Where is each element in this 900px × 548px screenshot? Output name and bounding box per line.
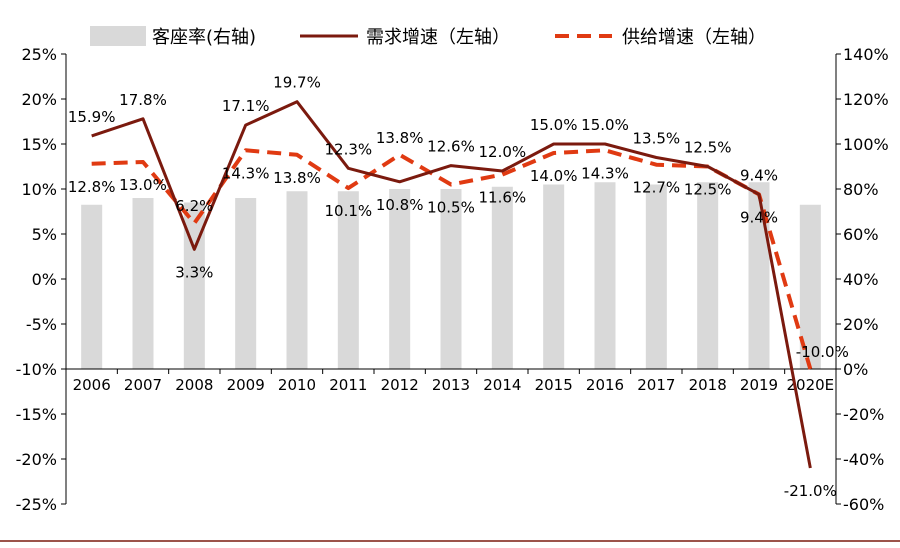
axes: 25% 20% 15% 10% 5% 0% -5% -10% -15% -20% -25% 140% 1… (16, 45, 889, 514)
category-label: 2013 (432, 376, 470, 394)
data-labels: 15.9%17.8%3.3%17.1%19.7%12.3%10.8%12.6% 1… (68, 74, 849, 500)
left-tick-label: -5% (26, 315, 57, 334)
bar-2018 (697, 182, 719, 369)
category-label: 2014 (483, 376, 521, 394)
category-label: 2017 (637, 376, 675, 394)
supply-data-label: 10.1% (325, 202, 373, 220)
supply-data-label: 14.0% (530, 167, 578, 185)
bar-2011 (337, 191, 359, 369)
legend-label-supply: 供给增速（左轴） (622, 27, 766, 48)
bar-2014 (491, 186, 513, 369)
supply-data-label: 9.4% (740, 208, 778, 226)
demand-data-label: 3.3% (175, 263, 213, 281)
category-label: 2009 (227, 376, 265, 394)
demand-data-label: 15.0% (581, 116, 629, 134)
right-tick-label: 60% (843, 225, 879, 244)
supply-data-label: 13.8% (376, 129, 424, 147)
demand-data-label: 13.5% (633, 130, 681, 148)
right-tick-label: -20% (843, 405, 884, 424)
left-tick-label: 20% (21, 90, 57, 109)
supply-data-label: 12.7% (633, 179, 681, 197)
right-tick-label: 100% (843, 135, 889, 154)
category-label: 2016 (586, 376, 624, 394)
supply-data-label: 11.6% (479, 189, 527, 207)
left-tick-label: 10% (21, 180, 57, 199)
demand-data-label: 9.4% (740, 166, 778, 184)
demand-data-label: 19.7% (273, 74, 321, 92)
bar-2016 (594, 182, 616, 369)
supply-data-label: 13.8% (273, 169, 321, 187)
demand-data-label: 10.8% (376, 196, 424, 214)
supply-data-label: 13.0% (119, 176, 167, 194)
category-label: 2010 (278, 376, 316, 394)
category-label: 2015 (535, 376, 573, 394)
left-tick-label: -10% (16, 360, 57, 379)
demand-data-label: 15.9% (68, 108, 116, 126)
demand-data-label: 17.1% (222, 97, 270, 115)
left-tick-label: 0% (32, 270, 57, 289)
right-tick-label: -60% (843, 495, 884, 514)
supply-data-label: 12.8% (68, 178, 116, 196)
bar-2012 (389, 189, 411, 369)
left-tick-label: 5% (32, 225, 57, 244)
demand-growth-line (91, 100, 812, 469)
bar-2007 (132, 198, 154, 369)
category-label: 2020E (787, 376, 835, 394)
supply-data-label: 10.5% (427, 199, 475, 217)
supply-data-label: 6.2% (175, 197, 213, 215)
demand-data-label: 12.6% (427, 138, 475, 156)
demand-data-label: 12.0% (479, 143, 527, 161)
right-tick-label: -40% (843, 450, 884, 469)
supply-data-label: -10.0% (796, 343, 849, 361)
left-tick-label: 25% (21, 45, 57, 64)
demand-data-label: 17.8% (119, 91, 167, 109)
bar-2009 (235, 198, 257, 369)
bar-2020E (799, 204, 821, 369)
left-tick-label: -20% (16, 450, 57, 469)
right-tick-label: 140% (843, 45, 889, 64)
left-tick-label: -15% (16, 405, 57, 424)
category-label: 2012 (381, 376, 419, 394)
category-label: 2006 (73, 376, 111, 394)
legend-label-load-factor: 客座率(右轴) (152, 27, 256, 48)
supply-data-label: 14.3% (581, 164, 629, 182)
supply-growth-line (91, 148, 813, 370)
legend-label-demand: 需求增速（左轴） (366, 27, 510, 48)
category-label: 2019 (740, 376, 778, 394)
supply-data-label: 14.3% (222, 164, 270, 182)
right-tick-label: 40% (843, 270, 879, 289)
bar-2015 (543, 184, 565, 369)
legend-swatch-load-factor (90, 26, 146, 46)
bar-series (81, 182, 821, 369)
demand-data-label: -21.0% (784, 482, 837, 500)
category-label: 2018 (689, 376, 727, 394)
bar-2017 (645, 184, 667, 369)
bar-2006 (81, 204, 103, 369)
demand-data-label: 12.3% (325, 140, 373, 158)
bar-2008 (183, 202, 205, 369)
demand-data-label: 12.5% (684, 139, 732, 157)
line-series (91, 100, 813, 469)
right-tick-label: 0% (843, 360, 868, 379)
category-label: 2011 (329, 376, 367, 394)
bar-2013 (440, 189, 462, 369)
category-label: 2008 (175, 376, 213, 394)
left-tick-label: 15% (21, 135, 57, 154)
left-tick-label: -25% (16, 495, 57, 514)
right-tick-label: 120% (843, 90, 889, 109)
right-tick-label: 20% (843, 315, 879, 334)
category-label: 2007 (124, 376, 162, 394)
legend: 客座率(右轴) 需求增速（左轴） 供给增速（左轴） (90, 26, 766, 48)
bar-2010 (286, 191, 308, 369)
right-tick-label: 80% (843, 180, 879, 199)
supply-data-label: 12.5% (684, 181, 732, 199)
demand-data-label: 15.0% (530, 116, 578, 134)
